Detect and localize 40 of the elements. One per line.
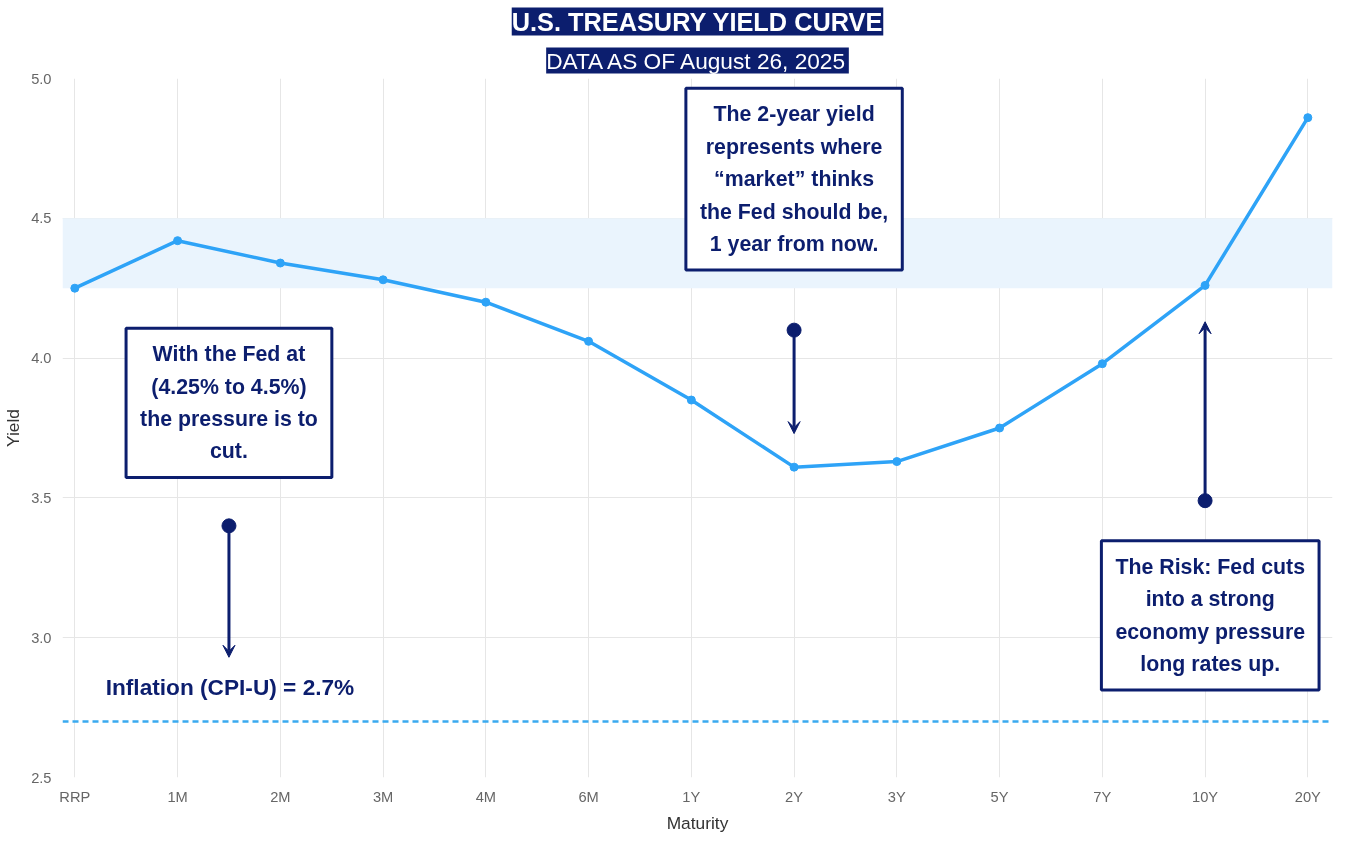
chart-title: U.S. TREASURY YIELD CURVE — [511, 7, 883, 36]
point — [481, 297, 491, 307]
x-tick-label: 20Y — [1294, 788, 1322, 805]
x-tick-label: 1M — [167, 788, 188, 805]
x-tick-label: 2M — [270, 788, 291, 805]
y-tick-label: 4.0 — [31, 350, 52, 367]
x-tick-label: 6M — [578, 788, 599, 805]
x-axis-title: Maturity — [666, 812, 729, 833]
point — [995, 423, 1005, 433]
x-tick-label: 3Y — [887, 788, 907, 805]
y-axis-title: Yield — [3, 409, 24, 447]
y-tick-label: 4.5 — [31, 210, 52, 227]
x-tick-label: RRP — [59, 788, 91, 805]
point — [1097, 359, 1107, 369]
annotation: With the Fed at (4.25% to 4.5%) the pressure is to cut. — [140, 342, 318, 464]
x-tick-label: 5Y — [990, 788, 1009, 805]
point — [378, 275, 388, 285]
y-tick-label: 3.0 — [31, 629, 52, 646]
point — [584, 336, 594, 346]
y-tick-label: 2.5 — [31, 769, 52, 786]
x-tick-label: 2Y — [785, 788, 804, 805]
ref-line-label: Inflation (CPI-U) = 2.7% — [105, 673, 355, 700]
point — [275, 258, 285, 268]
y-tick-label: 5.0 — [31, 70, 52, 87]
x-tick-label: 3M — [372, 788, 394, 805]
annotation: The Risk: Fed cuts into a strong economy pressure long rates up. — [1115, 554, 1306, 676]
point — [892, 457, 902, 467]
point — [1200, 280, 1210, 290]
point — [789, 462, 799, 472]
point — [70, 283, 80, 293]
x-tick-label: 10Y — [1192, 788, 1219, 805]
point — [686, 395, 696, 405]
y-tick-label: 3.5 — [31, 489, 52, 506]
x-tick-label: 4M — [475, 788, 497, 805]
x-tick-label: 7Y — [1093, 788, 1112, 805]
chart-subtitle: DATA AS OF August 26, 2025 — [546, 47, 846, 74]
annotation: The 2-year yield represents where “market” thinks the Fed should be, 1 year from now. — [699, 102, 889, 256]
point — [1303, 113, 1313, 123]
point — [173, 236, 183, 246]
x-tick-label: 1Y — [682, 788, 701, 805]
